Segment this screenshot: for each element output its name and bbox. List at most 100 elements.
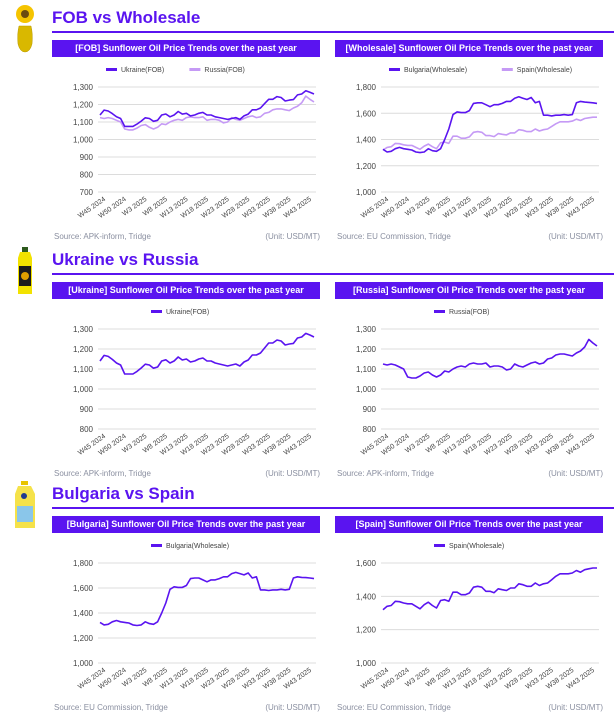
legend-item: Russia(FOB) [434,309,489,316]
section-divider [52,507,614,509]
legend-label: Bulgaria(Wholesale) [166,543,229,550]
legend-label: Russia(FOB) [204,67,244,74]
ukraine-line-chart: Ukraine(FOB)1,3001,2001,1001,000900800W4… [73,309,316,457]
legend-swatch [106,68,117,71]
y-tick-label: 1,600 [73,584,94,593]
section-bulgaria-vs-spain: Bulgaria vs Spain [Bulgaria] Sunflower O… [0,476,614,715]
y-tick-label: 900 [363,405,377,414]
bulgaria-line-chart: Bulgaria(Wholesale) 1,800 1,600 1,400 1,200 1… [73,543,316,691]
legend-swatch [151,544,162,547]
oil-bottle-icon [18,247,32,294]
chart-panel-spain: [Spain] Sunflower Oil Price Trends over … [335,516,603,715]
y-tick-label: 1,400 [356,136,377,145]
legend-label: Ukraine(FOB) [166,309,209,316]
y-tick-label: 1,800 [73,559,94,568]
legend-label: Bulgaria(Wholesale) [404,67,467,74]
chart-source: Source: EU Commission, Tridge [337,232,451,241]
chart-title: [FOB] Sunflower Oil Price Trends over th… [52,40,320,57]
chart-source: Source: EU Commission, Tridge [337,703,451,712]
legend-item: Spain(Wholesale) [501,67,572,74]
legend-label: Russia(FOB) [449,309,489,316]
y-tick-label: 1,000 [356,385,377,394]
series-line-spain-wholesale [382,116,597,151]
chart-title: [Bulgaria] Sunflower Oil Price Trends ov… [52,516,320,533]
y-tick-label: 1,300 [73,83,94,92]
y-tick-label: 1,400 [356,592,377,601]
y-tick-label: 1,400 [73,609,94,618]
chart-unit: (Unit: USD/MT) [265,232,320,241]
legend-label: Spain(Wholesale) [517,67,572,74]
y-tick-label: 1,200 [73,345,94,354]
chart-footer: Source: APK-inform, Tridge (Unit: USD/MT… [335,469,603,481]
series-line-bulgaria-wholesale [99,571,315,627]
legend-item: Ukraine(FOB) [106,67,164,74]
y-tick-label: 1,200 [356,345,377,354]
chart-unit: (Unit: USD/MT) [548,703,603,712]
y-tick-label: 1,100 [73,118,94,127]
y-tick-label: 1,200 [356,162,377,171]
series-line-bulgaria-wholesale [382,95,598,154]
y-tick-label: 900 [80,153,94,162]
y-tick-label: 1,100 [356,365,377,374]
chart-panel-ukraine: [Ukraine] Sunflower Oil Price Trends ove… [52,282,320,481]
section-title: Bulgaria vs Spain [52,484,195,503]
chart-title: [Ukraine] Sunflower Oil Price Trends ove… [52,282,320,299]
legend-item: Bulgaria(Wholesale) [151,543,229,550]
y-tick-label: 1,000 [73,136,94,145]
legend-swatch [434,310,445,313]
series-line-russia-fob [99,95,315,131]
fob-line-chart: Ukraine(FOB) Russia(FOB) 1,300 1,200 1,100 1,… [73,67,316,220]
y-tick-label: 800 [363,425,377,434]
chart-title: [Wholesale] Sunflower Oil Price Trends o… [335,40,603,57]
legend-item: Ukraine(FOB) [151,309,209,316]
chart-unit: (Unit: USD/MT) [265,469,320,478]
section-divider [52,273,614,275]
section-title: Ukraine vs Russia [52,250,199,269]
y-tick-label: 1,300 [73,325,94,334]
chart-title: [Spain] Sunflower Oil Price Trends over … [335,516,603,533]
wholesale-line-chart: Bulgaria(Wholesale) Spain(Wholesale) 1,800… [356,67,599,220]
y-tick-label: 1,100 [73,365,94,374]
series-line-ukraine-fob [99,89,315,128]
chart-panel-bulgaria: [Bulgaria] Sunflower Oil Price Trends ov… [52,516,320,715]
y-tick-label: 1,200 [356,626,377,635]
legend-label: Ukraine(FOB) [121,67,164,74]
spain-line-chart: Spain(Wholesale)1,6001,4001,2001,000W45 … [356,543,599,691]
chart-footer: Source: APK-inform, Tridge (Unit: USD/MT… [52,469,320,481]
y-tick-label: 1,800 [356,83,377,92]
chart-title: [Russia] Sunflower Oil Price Trends over… [335,282,603,299]
legend-label: Spain(Wholesale) [449,543,504,550]
chart-unit: (Unit: USD/MT) [548,232,603,241]
y-tick-label: 1,600 [356,559,377,568]
section-title: FOB vs Wholesale [52,8,201,27]
y-tick-label: 1,200 [73,634,94,643]
legend-item: Russia(FOB) [189,67,245,74]
y-tick-label: 1,300 [356,325,377,334]
y-tick-label: 700 [80,188,94,197]
chart-footer: Source: EU Commission, Tridge (Unit: USD… [52,703,320,715]
legend-swatch [151,310,162,313]
chart-footer: Source: APK-inform, Tridge (Unit: USD/MT… [52,232,320,244]
chart-source: Source: APK-inform, Tridge [54,469,151,478]
chart-panel-russia: [Russia] Sunflower Oil Price Trends over… [335,282,603,481]
russia-line-chart: Russia(FOB)1,3001,2001,1001,000900800W45… [356,309,599,457]
series-line-ukraine-fob [99,332,315,375]
section-fob-vs-wholesale: FOB vs Wholesale [FOB] Sunflower Oil Pri… [0,0,614,241]
y-tick-label: 1,000 [356,659,377,668]
chart-source: Source: APK-inform, Tridge [337,469,434,478]
legend-swatch [501,68,513,71]
sunflower-oil-jar-icon [16,5,34,53]
chart-panel-fob: [FOB] Sunflower Oil Price Trends over th… [52,40,320,244]
legend-swatch [189,68,201,71]
y-tick-label: 1,000 [73,385,94,394]
chart-unit: (Unit: USD/MT) [548,469,603,478]
chart-footer: Source: EU Commission, Tridge (Unit: USD… [335,232,603,244]
y-tick-label: 1,000 [356,188,377,197]
chart-panel-wholesale: [Wholesale] Sunflower Oil Price Trends o… [335,40,603,244]
chart-unit: (Unit: USD/MT) [265,703,320,712]
y-tick-label: 800 [80,425,94,434]
section-ukraine-vs-russia: Ukraine vs Russia [Ukraine] Sunflower Oi… [0,242,614,478]
chart-source: Source: EU Commission, Tridge [54,703,168,712]
y-tick-label: 1,200 [73,101,94,110]
series-line-spain-wholesale [382,567,597,611]
